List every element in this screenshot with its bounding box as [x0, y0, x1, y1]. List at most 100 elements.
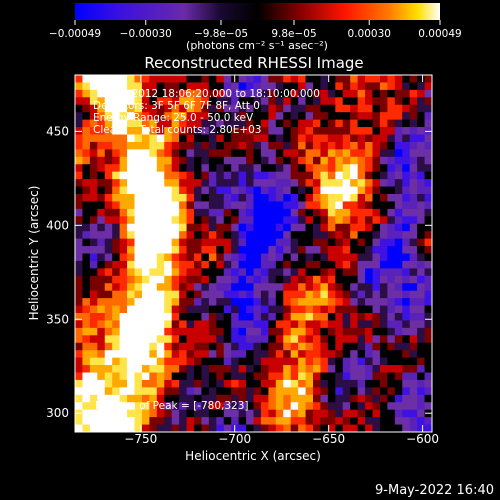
heatmap-cell — [409, 179, 418, 188]
heatmap-cell — [283, 417, 292, 426]
heatmap-cell — [112, 409, 121, 418]
heatmap-cell — [156, 149, 165, 158]
heatmap-cell — [194, 357, 203, 366]
heatmap-cell — [119, 372, 128, 381]
heatmap-cell — [283, 357, 292, 366]
heatmap-cell — [387, 283, 396, 292]
heatmap-cell — [156, 127, 165, 136]
heatmap-cell — [179, 327, 188, 336]
heatmap-cell — [394, 97, 403, 106]
heatmap-cell — [104, 179, 113, 188]
heatmap-cell — [149, 201, 158, 210]
heatmap-cell — [112, 201, 121, 210]
heatmap-cell — [387, 313, 396, 322]
heatmap-cell — [253, 97, 262, 106]
heatmap-cell — [171, 156, 180, 165]
heatmap-cell — [298, 320, 307, 329]
heatmap-cell — [268, 379, 277, 388]
heatmap-cell — [97, 246, 106, 255]
heatmap-cell — [231, 305, 240, 314]
heatmap-cell — [350, 171, 359, 180]
heatmap-cell — [238, 350, 247, 359]
heatmap-cell — [164, 357, 173, 366]
heatmap-cell — [253, 335, 262, 344]
heatmap-cell — [75, 171, 84, 180]
heatmap-cell — [75, 379, 84, 388]
heatmap-cell — [119, 208, 128, 217]
heatmap-cell — [327, 216, 336, 225]
heatmap-cell — [335, 379, 344, 388]
heatmap-cell — [290, 164, 299, 173]
heatmap-cell — [216, 320, 225, 329]
heatmap-cell — [409, 127, 418, 136]
heatmap-cell — [372, 260, 381, 269]
heatmap-cell — [127, 119, 136, 128]
heatmap-cell — [127, 97, 136, 106]
heatmap-cell — [97, 104, 106, 113]
heatmap-cell — [298, 394, 307, 403]
heatmap-cell — [357, 417, 366, 426]
heatmap-cell — [156, 372, 165, 381]
heatmap-cell — [305, 179, 314, 188]
heatmap-cell — [298, 208, 307, 217]
heatmap-cell — [246, 283, 255, 292]
heatmap-cell — [97, 208, 106, 217]
heatmap-cell — [134, 394, 143, 403]
heatmap-cell — [179, 268, 188, 277]
heatmap-cell — [268, 104, 277, 113]
heatmap-cell — [208, 149, 217, 158]
heatmap-cell — [379, 320, 388, 329]
heatmap-cell — [298, 246, 307, 255]
heatmap-cell — [260, 320, 269, 329]
heatmap-cell — [246, 216, 255, 225]
heatmap-cell — [75, 283, 84, 292]
heatmap-cell — [104, 156, 113, 165]
heatmap-cell — [253, 372, 262, 381]
heatmap-cell — [283, 82, 292, 91]
heatmap-cell — [75, 320, 84, 329]
heatmap-cell — [424, 372, 432, 381]
heatmap-cell — [112, 119, 121, 128]
heatmap-cell — [216, 379, 225, 388]
heatmap-cell — [275, 223, 284, 232]
heatmap-cell — [305, 298, 314, 307]
heatmap-cell — [179, 164, 188, 173]
heatmap-cell — [246, 89, 255, 98]
heatmap-cell — [223, 216, 232, 225]
heatmap-cell — [223, 342, 232, 351]
heatmap-cell — [275, 141, 284, 150]
heatmap-cell — [357, 171, 366, 180]
heatmap-cell — [372, 208, 381, 217]
heatmap-cell — [97, 365, 106, 374]
heatmap-cell — [342, 387, 351, 396]
heatmap-cell — [149, 246, 158, 255]
heatmap-cell — [424, 186, 432, 195]
heatmap-cell — [275, 82, 284, 91]
heatmap-cell — [335, 216, 344, 225]
heatmap-cell — [216, 394, 225, 403]
heatmap-cell — [320, 290, 329, 299]
heatmap-cell — [208, 268, 217, 277]
heatmap-cell — [372, 97, 381, 106]
heatmap-cell — [75, 119, 84, 128]
heatmap-cell — [260, 186, 269, 195]
heatmap-cell — [342, 179, 351, 188]
heatmap-cell — [260, 141, 269, 150]
heatmap-cell — [409, 305, 418, 314]
heatmap-cell — [253, 357, 262, 366]
heatmap-cell — [350, 394, 359, 403]
heatmap-cell — [350, 275, 359, 284]
heatmap-cell — [119, 313, 128, 322]
heatmap-cell — [394, 179, 403, 188]
heatmap-cell — [424, 141, 432, 150]
heatmap-cell — [394, 379, 403, 388]
heatmap-cell — [387, 231, 396, 240]
heatmap-cell — [372, 186, 381, 195]
heatmap-cell — [424, 379, 432, 388]
heatmap-cell — [424, 179, 432, 188]
heatmap-cell — [372, 305, 381, 314]
heatmap-cell — [179, 387, 188, 396]
heatmap-cell — [335, 253, 344, 262]
heatmap-cell — [417, 97, 426, 106]
heatmap-cell — [424, 320, 432, 329]
